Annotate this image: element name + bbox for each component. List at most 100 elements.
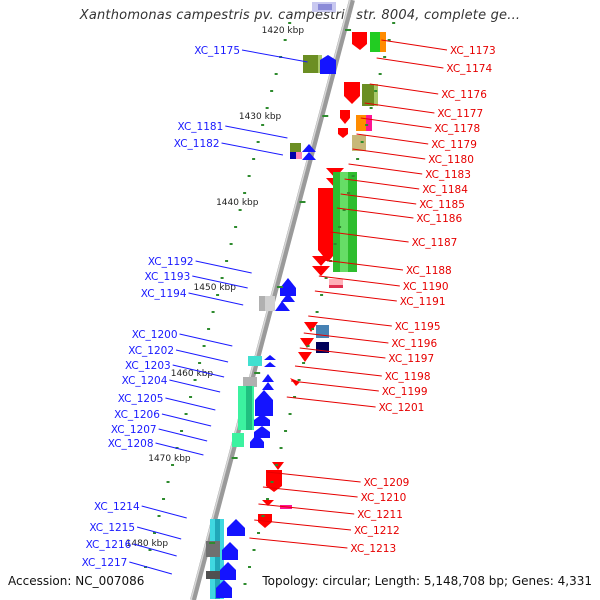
gene-label-xc1215[interactable]: XC_1215 <box>89 522 135 534</box>
gene-label-xc1185[interactable]: XC_1185 <box>419 199 465 211</box>
gene-label-xc1198[interactable]: XC_1198 <box>385 371 431 383</box>
leader-line <box>336 207 414 219</box>
gene-label-xc1187[interactable]: XC_1187 <box>412 237 458 249</box>
gene-label-xc1212[interactable]: XC_1212 <box>354 525 400 537</box>
leader-line <box>169 379 221 393</box>
right-gene-labels[interactable]: XC_1173 XC_1174 XC_1176 XC_1177 XC_1178 XC_11… <box>350 45 495 555</box>
scale-tick <box>276 286 283 288</box>
tick-mark <box>202 345 206 347</box>
scale-tick <box>231 457 238 459</box>
gene-label-xc1201[interactable]: XC_1201 <box>379 402 425 414</box>
gene-label-xc1204[interactable]: XC_1204 <box>122 375 168 387</box>
tick-mark <box>293 396 297 398</box>
gene-label-xc1175[interactable]: XC_1175 <box>194 45 240 57</box>
tick-mark <box>198 362 202 364</box>
scale-label: 1460 kbp <box>171 369 214 379</box>
leader-line <box>161 413 212 427</box>
gene-label-xc1182[interactable]: XC_1182 <box>174 138 220 150</box>
tick-mark <box>162 498 166 500</box>
left-gene-labels[interactable]: XC_1175 XC_1181 XC_1182 XC_1192 XC_1193 XC_11… <box>82 45 240 569</box>
gene-label-xc1191[interactable]: XC_1191 <box>400 296 446 308</box>
scale-label: 1430 kbp <box>239 112 282 122</box>
leader-line <box>188 292 244 306</box>
gene-label-xc1174[interactable]: XC_1174 <box>446 63 492 75</box>
gene-label-xc1178[interactable]: XC_1178 <box>434 123 480 135</box>
leader-line <box>254 519 352 531</box>
leader-line <box>172 364 225 378</box>
gene-label-xc1184[interactable]: XC_1184 <box>422 184 468 196</box>
forward-strand-features <box>206 55 336 599</box>
tick-mark <box>166 481 170 483</box>
gene-label-xc1210[interactable]: XC_1210 <box>361 492 407 504</box>
gene-label-xc1209[interactable]: XC_1209 <box>364 477 410 489</box>
gene-label-xc1202[interactable]: XC_1202 <box>128 345 174 357</box>
gene-label-xc1180[interactable]: XC_1180 <box>428 154 474 166</box>
gene-label-xc1183[interactable]: XC_1183 <box>425 169 471 181</box>
gene-label-xc1176[interactable]: XC_1176 <box>441 89 487 101</box>
gene-arrow-xc1205 <box>255 390 273 416</box>
leader-line <box>262 486 358 498</box>
leader-line <box>192 275 248 289</box>
leader-line <box>381 39 448 51</box>
leader-line <box>266 471 361 483</box>
gene-label-xc1193[interactable]: XC_1193 <box>145 271 191 283</box>
gene-label-xc1211[interactable]: XC_1211 <box>357 509 403 521</box>
gene-label-xc1214[interactable]: XC_1214 <box>94 501 140 513</box>
reverse-strand-features <box>258 32 386 528</box>
gene-label-xc1217[interactable]: XC_1217 <box>82 557 128 569</box>
gene-label-xc1186[interactable]: XC_1186 <box>416 213 462 225</box>
tick-mark <box>392 22 396 24</box>
gene-label-xc1197[interactable]: XC_1197 <box>388 353 434 365</box>
leader-line <box>323 259 404 271</box>
tick-mark <box>333 243 337 245</box>
gene-block-xc1175 <box>303 55 318 73</box>
leader-line <box>344 178 420 190</box>
tick-mark <box>270 90 274 92</box>
gene-label-xc1177[interactable]: XC_1177 <box>437 108 483 120</box>
gene-label-xc1213[interactable]: XC_1213 <box>350 543 396 555</box>
gene-label-xc1207[interactable]: XC_1207 <box>111 424 157 436</box>
tick-mark <box>374 90 378 92</box>
leader-line <box>129 561 173 575</box>
gene-label-xc1203[interactable]: XC_1203 <box>125 360 171 372</box>
leader-line <box>155 442 204 456</box>
gene-arrow-xc1173 <box>352 32 367 50</box>
tick-mark <box>306 345 310 347</box>
gene-label-xc1206[interactable]: XC_1206 <box>114 409 160 421</box>
gene-label-xc1195[interactable]: XC_1195 <box>395 321 441 333</box>
leader-line <box>225 125 288 139</box>
leader-line <box>258 503 355 515</box>
scale-labels: 1420 kbp 1430 kbp 1440 kbp 1450 kbp 1460 kbp… <box>126 26 352 549</box>
leader-line <box>195 260 252 274</box>
tick-mark <box>270 481 274 483</box>
gene-label-xc1200[interactable]: XC_1200 <box>132 329 178 341</box>
leader-line <box>294 365 382 377</box>
gene-label-xc1194[interactable]: XC_1194 <box>141 288 187 300</box>
gene-label-xc1190[interactable]: XC_1190 <box>403 281 449 293</box>
tick-mark <box>288 413 292 415</box>
gene-label-xc1188[interactable]: XC_1188 <box>406 265 452 277</box>
topology-label: Topology: circular; Length: 5,148,708 bp… <box>262 574 592 588</box>
gene-arrow-xc1175 <box>320 55 336 74</box>
gene-label-xc1216[interactable]: XC_1216 <box>86 539 132 551</box>
gene-label-xc1181[interactable]: XC_1181 <box>178 121 224 133</box>
gene-label-xc1173[interactable]: XC_1173 <box>450 45 496 57</box>
tick-mark <box>284 430 288 432</box>
leader-line <box>348 163 423 175</box>
tick-mark <box>153 532 157 534</box>
tick-mark <box>297 379 301 381</box>
gene-label-xc1192[interactable]: XC_1192 <box>148 256 194 268</box>
scale-tick <box>209 542 216 544</box>
gene-label-xc1199[interactable]: XC_1199 <box>382 386 428 398</box>
tick-mark <box>171 464 175 466</box>
gene-label-xc1179[interactable]: XC_1179 <box>431 139 477 151</box>
leader-line <box>241 49 308 63</box>
leader-line <box>340 193 417 205</box>
leader-line <box>303 332 389 344</box>
gene-label-xc1196[interactable]: XC_1196 <box>391 338 437 350</box>
gene-label-xc1205[interactable]: XC_1205 <box>118 393 164 405</box>
gene-label-xc1208[interactable]: XC_1208 <box>108 438 154 450</box>
tick-mark <box>356 158 360 160</box>
tick-mark <box>229 243 233 245</box>
